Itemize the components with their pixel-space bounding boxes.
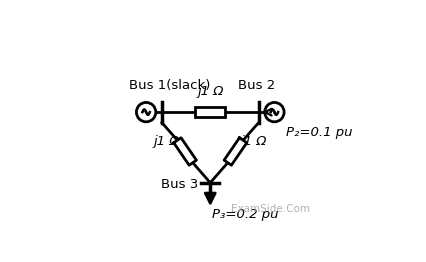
Text: Bus 2: Bus 2	[238, 79, 275, 92]
Polygon shape	[174, 138, 196, 165]
Text: Bus 3: Bus 3	[161, 178, 198, 191]
Text: Bus 1(slack): Bus 1(slack)	[129, 79, 210, 92]
Text: ExamSide.Com: ExamSide.Com	[231, 204, 310, 214]
Text: j1 Ω: j1 Ω	[197, 85, 224, 98]
Text: P₂=0.1 pu: P₂=0.1 pu	[286, 126, 353, 139]
Text: j1 Ω: j1 Ω	[154, 135, 180, 148]
Text: P₃=0.2 pu: P₃=0.2 pu	[212, 208, 279, 221]
Polygon shape	[224, 138, 247, 165]
Bar	[195, 107, 225, 117]
Text: j1 Ω: j1 Ω	[240, 135, 267, 148]
